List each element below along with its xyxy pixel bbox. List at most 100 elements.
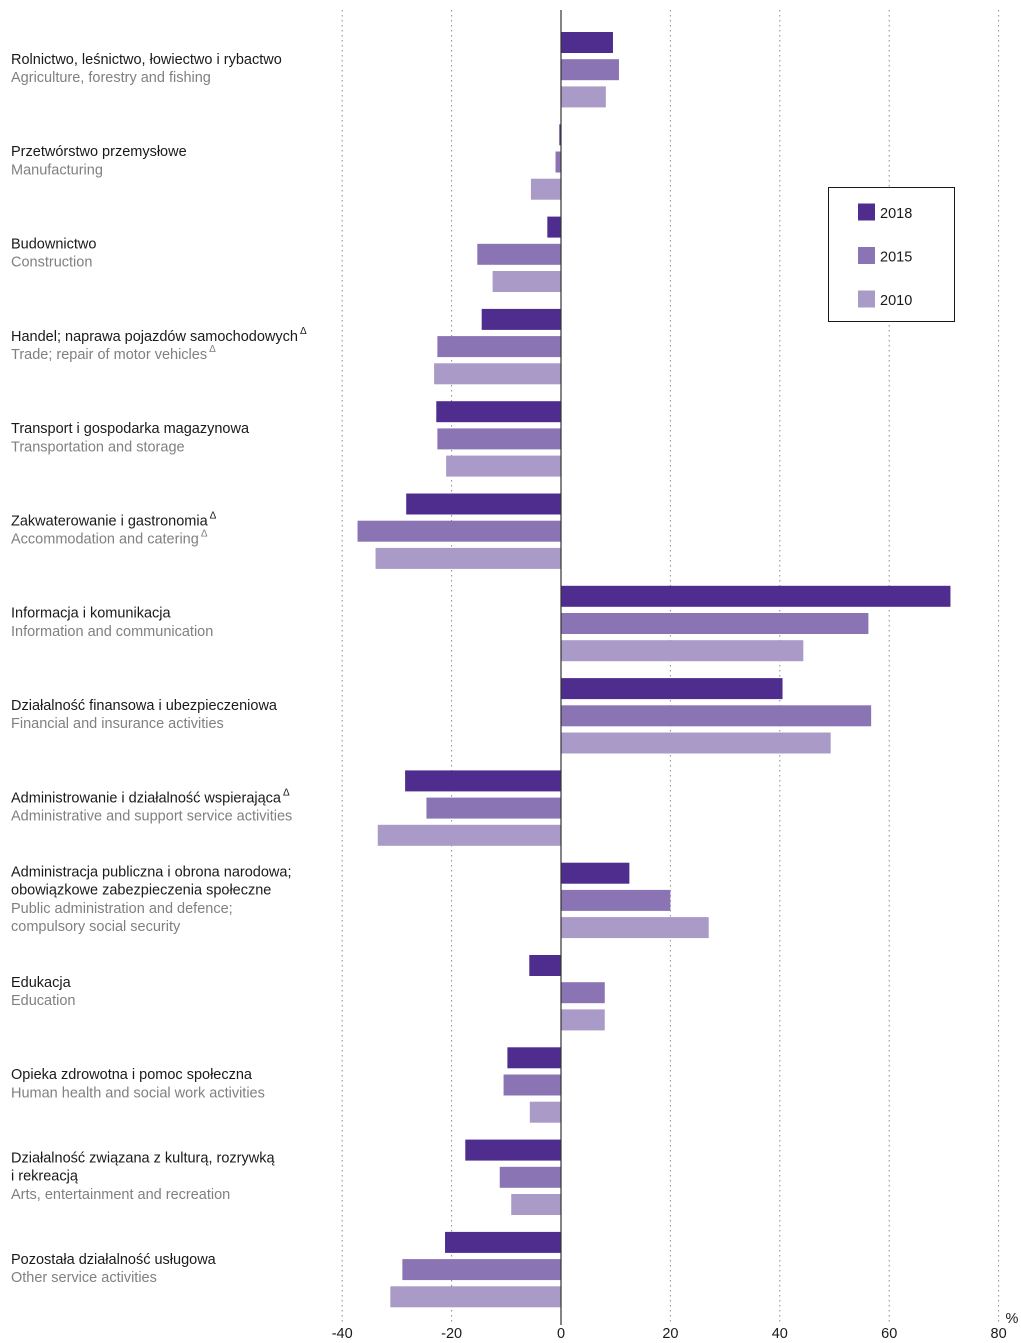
- category-label-text: Accommodation and catering: [11, 532, 199, 548]
- category-label-text: Other service activities: [11, 1270, 157, 1286]
- bar-2015-8: [426, 797, 561, 819]
- category-label-pl: Transport i gospodarka magazynowa: [11, 421, 250, 437]
- legend-label-2018: 2018: [880, 206, 912, 222]
- bar-2018-6: [561, 585, 951, 607]
- category-label-en: Public administration and defence;: [11, 901, 233, 917]
- category-label-en: Transportation and storage: [11, 439, 185, 455]
- category-label-text: Działalność finansowa i ubezpieczeniowa: [11, 698, 278, 714]
- x-tick-label: -20: [441, 1326, 462, 1342]
- bar-2015-2: [477, 243, 561, 265]
- bar-2010-9: [561, 917, 709, 939]
- category-label-pl: Rolnictwo, leśnictwo, łowiectwo i rybact…: [11, 52, 282, 68]
- category-label-en: Administrative and support service activ…: [11, 809, 292, 825]
- bar-2015-9: [561, 889, 671, 911]
- footnote-mark: Δ: [300, 326, 307, 337]
- category-label-pl: Handel; naprawa pojazdów samochodowych Δ: [11, 326, 307, 345]
- category-label-en: Other service activities: [11, 1270, 157, 1286]
- category-label-en: Construction: [11, 255, 92, 271]
- bar-2018-11: [507, 1047, 561, 1069]
- x-tick-label: 60: [881, 1326, 897, 1342]
- category-label-pl: i rekreacją: [11, 1169, 79, 1185]
- grid-layer: [341, 10, 1000, 1325]
- category-label-text: Opieka zdrowotna i pomoc społeczna: [11, 1067, 253, 1083]
- bar-2018-5: [406, 493, 561, 515]
- category-label-text: Administrative and support service activ…: [11, 809, 292, 825]
- category-label-pl: Budownictwo: [11, 237, 96, 253]
- bar-2018-7: [561, 678, 783, 700]
- category-label-text: Administracja publiczna i obrona narodow…: [11, 864, 292, 880]
- category-label-en: Human health and social work activities: [11, 1085, 265, 1101]
- bar-2018-3: [481, 308, 561, 330]
- category-label-pl: Informacja i komunikacja: [11, 606, 171, 622]
- bar-2010-13: [390, 1286, 561, 1308]
- category-label-text: Budownictwo: [11, 237, 96, 253]
- bar-2010-10: [561, 1009, 605, 1031]
- legend-swatch-2015: [858, 247, 875, 264]
- category-label-pl: obowiązkowe zabezpieczenia społeczne: [11, 883, 271, 899]
- category-label-text: Informacja i komunikacja: [11, 606, 171, 622]
- x-tick-label: 0: [557, 1326, 565, 1342]
- x-tick-label: 80: [991, 1326, 1007, 1342]
- category-labels: Rolnictwo, leśnictwo, łowiectwo i rybact…: [11, 52, 307, 1286]
- bar-2010-5: [375, 547, 561, 569]
- category-label-text: i rekreacją: [11, 1169, 79, 1185]
- category-label-pl: Administrowanie i działalność wspierając…: [11, 787, 290, 806]
- category-label-en: Manufacturing: [11, 162, 103, 178]
- legend-box: [828, 187, 955, 322]
- bar-2018-8: [405, 770, 561, 792]
- category-label-en: Information and communication: [11, 624, 213, 640]
- category-label-text: compulsory social security: [11, 919, 181, 935]
- bar-2015-3: [437, 336, 561, 358]
- bar-2010-8: [377, 824, 561, 846]
- x-tick-label: -40: [332, 1326, 353, 1342]
- x-tick-label: 20: [662, 1326, 678, 1342]
- bar-2010-1: [530, 178, 561, 200]
- bar-2010-7: [561, 732, 831, 754]
- legend-swatch-2010: [858, 290, 875, 308]
- footnote-mark: Δ: [209, 344, 216, 355]
- category-label-pl: Działalność finansowa i ubezpieczeniowa: [11, 698, 278, 714]
- category-label-text: Rolnictwo, leśnictwo, łowiectwo i rybact…: [11, 52, 282, 68]
- bar-2018-12: [465, 1139, 561, 1161]
- category-label-text: Construction: [11, 255, 92, 271]
- bar-2018-1: [559, 124, 561, 146]
- bar-2015-13: [402, 1259, 561, 1281]
- category-label-text: Information and communication: [11, 624, 213, 640]
- category-label-text: Agriculture, forestry and fishing: [11, 70, 211, 86]
- category-label-pl: Edukacja: [11, 975, 72, 991]
- category-label-pl: Przetwórstwo przemysłowe: [11, 144, 187, 160]
- bar-2015-7: [561, 705, 872, 727]
- x-tick-label: 40: [772, 1326, 788, 1342]
- category-label-text: obowiązkowe zabezpieczenia społeczne: [11, 883, 271, 899]
- category-label-text: Transportation and storage: [11, 439, 185, 455]
- category-label-text: Zakwaterowanie i gastronomia: [11, 513, 209, 529]
- bar-2010-3: [434, 363, 561, 385]
- bar-2015-1: [555, 151, 561, 173]
- footnote-mark: Δ: [201, 529, 208, 540]
- footnote-mark: Δ: [283, 787, 290, 798]
- legend-label-2015: 2015: [880, 250, 912, 266]
- bar-2015-6: [561, 613, 869, 634]
- legend-label-2010: 2010: [880, 293, 912, 309]
- bar-2010-6: [561, 640, 804, 662]
- legend: 2018 2015 2010: [828, 187, 955, 322]
- category-label-text: Arts, entertainment and recreation: [11, 1187, 230, 1203]
- bar-2010-4: [446, 455, 561, 477]
- legend-swatch-2018: [858, 203, 875, 221]
- category-label-pl: Administracja publiczna i obrona narodow…: [11, 864, 292, 880]
- category-label-text: Handel; naprawa pojazdów samochodowych: [11, 329, 298, 345]
- category-label-pl: Pozostała działalność usługowa: [11, 1252, 217, 1268]
- x-axis-ticks: -40 -20 0 20 40 60 80%: [332, 1311, 1019, 1342]
- category-label-text: Public administration and defence;: [11, 901, 233, 917]
- category-label-text: Financial and insurance activities: [11, 716, 224, 732]
- category-label-text: Manufacturing: [11, 162, 103, 178]
- category-label-text: Przetwórstwo przemysłowe: [11, 144, 187, 160]
- category-label-pl: Zakwaterowanie i gastronomia Δ: [11, 510, 217, 529]
- category-label-text: Administrowanie i działalność wspierając…: [11, 790, 282, 806]
- bar-2015-5: [357, 520, 561, 542]
- category-label-text: Pozostała działalność usługowa: [11, 1252, 217, 1268]
- bar-2010-11: [529, 1101, 561, 1123]
- x-axis-unit: %: [1006, 1311, 1019, 1327]
- category-label-en: Education: [11, 993, 76, 1009]
